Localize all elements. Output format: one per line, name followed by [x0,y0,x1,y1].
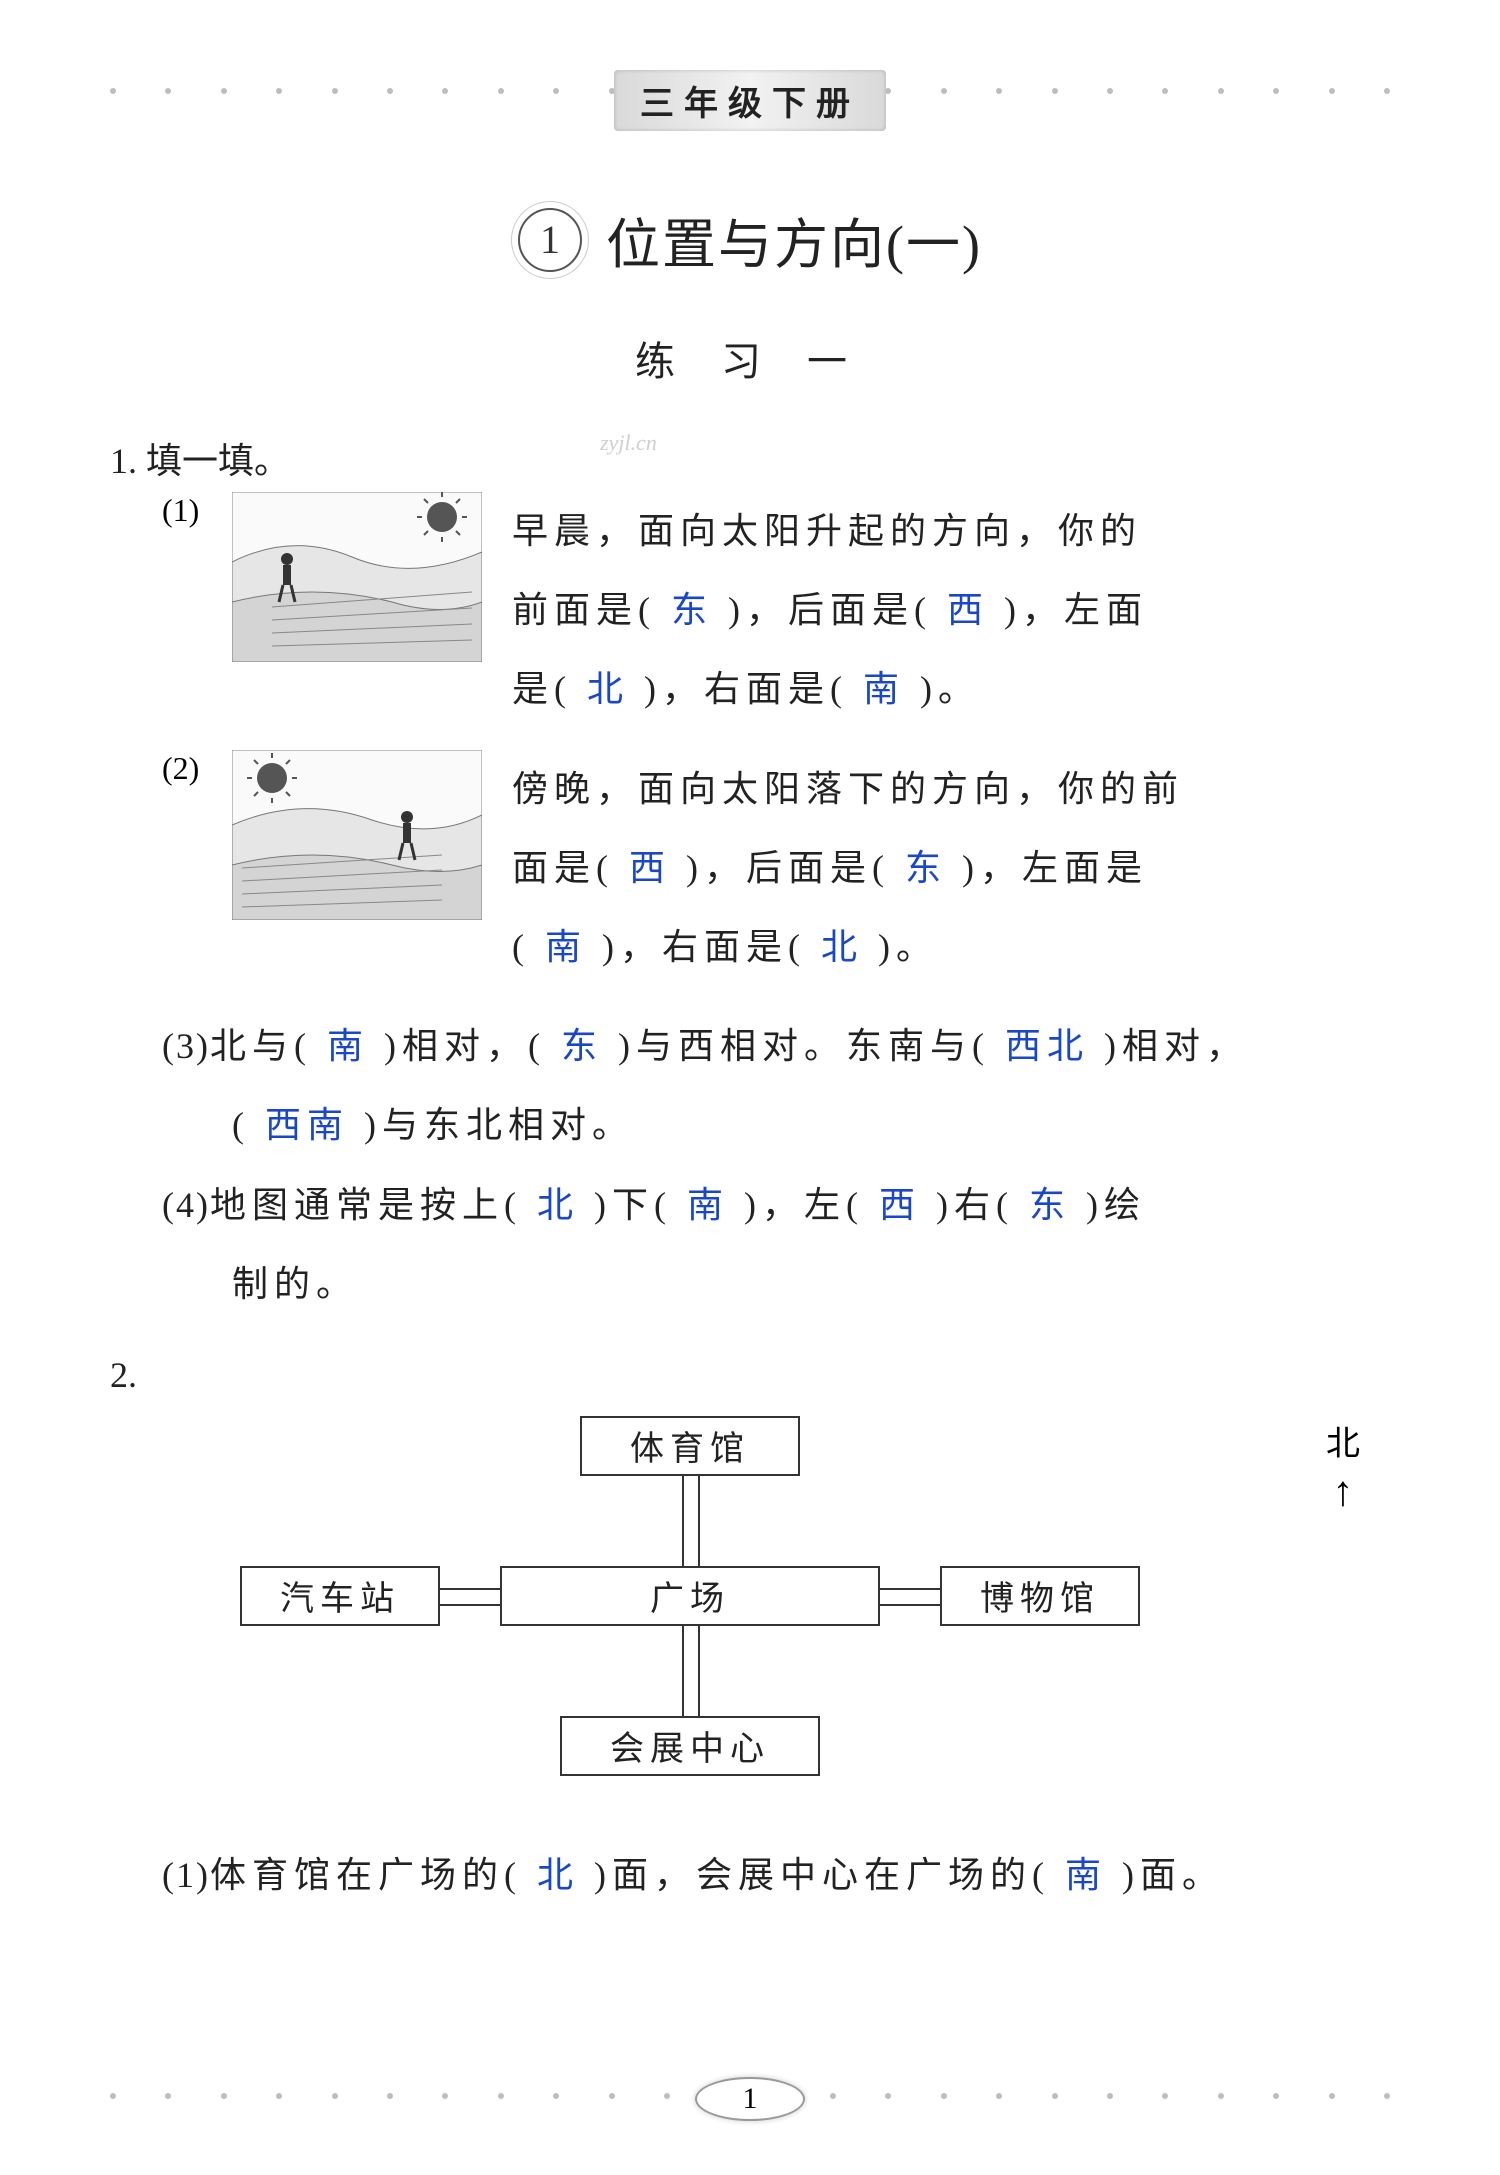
header-title: 三年级下册 [614,70,886,131]
q1-p2-line3: ( 南 )，右面是( 北 )。 [512,908,1390,987]
illustration-evening [232,750,482,920]
q2-part1: (1)体育馆在广场的( 北 )面，会展中心在广场的( 南 )面。 [110,1836,1390,1915]
q1-p1-line1: 早晨，面向太阳升起的方向，你的 [512,492,1390,571]
node-gym: 体育馆 [580,1416,800,1476]
north-label: 北 [1326,1426,1360,1463]
node-plaza: 广场 [500,1566,880,1626]
q1-p1-line2: 前面是( 东 )，后面是( 西 )，左面 [512,571,1390,650]
header-band: 三年级下册 [110,60,1390,120]
q1-part2: (2) [110,750,1390,988]
q1-stem: 1. 填一填。 [110,432,1390,484]
q1-part1: (1) [110,492,1390,730]
q1-p1-line3: 是( 北 )，右面是( 南 )。 [512,650,1390,729]
illustration-morning [232,492,482,662]
q2-stem: 2. [110,1354,1390,1396]
watermark: zyjl.cn [600,430,657,456]
north-arrow-icon: ↑ [1326,1471,1360,1513]
q1-p2-line1: 傍晚，面向太阳落下的方向，你的前 [512,750,1390,829]
node-bus-station: 汽车站 [240,1566,440,1626]
chapter-number-circle: 1 [518,208,582,272]
page-number: 1 [695,2077,805,2121]
map-diagram: 北 ↑ 体育馆 汽车站 广场 博物馆 会展中心 [110,1416,1390,1796]
question-1: 1. 填一填。 zyjl.cn (1) [110,432,1390,1324]
question-2: 2. 北 ↑ 体育馆 汽车站 广场 博物馆 会展中心 (1)体育馆在广场的( 北… [110,1354,1390,1915]
q1-part4: (4)地图通常是按上( 北 )下( 南 )，左( 西 )右( 东 )绘 制的。 [110,1166,1390,1324]
north-indicator: 北 ↑ [1326,1416,1360,1513]
q1-p2-num: (2) [162,750,232,787]
q1-p2-line2: 面是( 西 )，后面是( 东 )，左面是 [512,829,1390,908]
chapter-title: 位置与方向(一) [606,200,982,279]
node-expo: 会展中心 [560,1716,820,1776]
q1-p1-num: (1) [162,492,232,529]
main-title-row: 1 位置与方向(一) [110,200,1390,279]
footer: 1 [0,2065,1500,2125]
practice-subtitle: 练 习 一 [110,329,1390,387]
node-museum: 博物馆 [940,1566,1140,1626]
q1-part3: (3)北与( 南 )相对，( 东 )与西相对。东南与( 西北 )相对， ( 西南… [110,1007,1390,1165]
